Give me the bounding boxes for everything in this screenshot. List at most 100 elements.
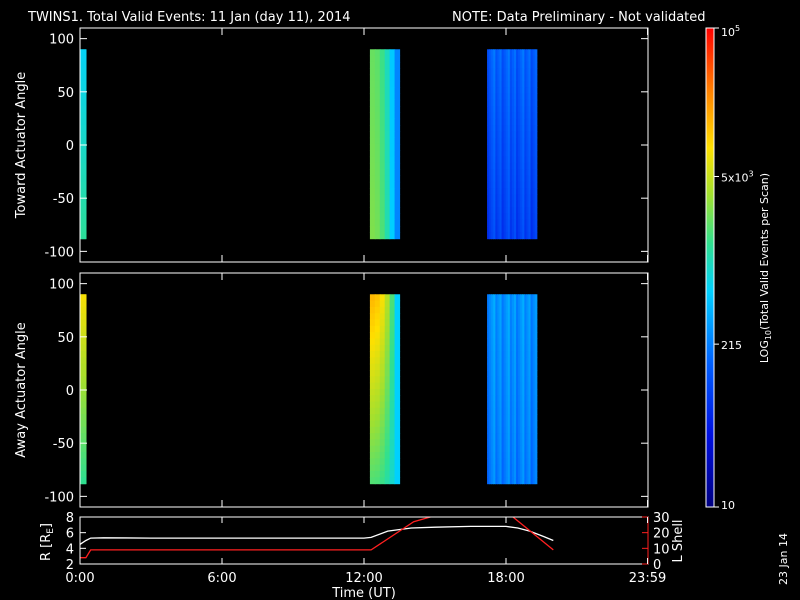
heatmap-cell xyxy=(528,169,532,177)
heatmap-cell xyxy=(83,388,86,396)
heatmap-cell xyxy=(501,169,505,177)
heatmap-cell xyxy=(389,357,396,365)
heatmap-cell xyxy=(394,363,401,371)
heatmap-cell xyxy=(491,80,494,88)
heatmap-cell xyxy=(520,225,523,233)
heatmap-cell xyxy=(528,74,532,82)
heatmap-cell xyxy=(379,439,386,447)
heatmap-cell xyxy=(80,181,82,189)
heatmap-cell xyxy=(509,452,513,459)
heatmap-cell xyxy=(503,370,507,377)
heatmap-cell xyxy=(80,150,82,158)
heatmap-cell xyxy=(499,363,503,371)
heatmap-cell xyxy=(511,118,515,126)
heatmap-cell xyxy=(505,319,509,327)
heatmap-cell xyxy=(528,306,532,314)
heatmap-cell xyxy=(80,420,83,428)
heatmap-cell xyxy=(507,351,511,358)
heatmap-cell xyxy=(80,87,83,95)
heatmap-cell xyxy=(507,388,511,396)
heatmap-cell xyxy=(509,200,513,208)
heatmap-cell xyxy=(507,188,511,196)
y-tick-label-right: 30 xyxy=(653,511,670,526)
heatmap-cell xyxy=(84,294,87,302)
heatmap-cell xyxy=(394,319,401,327)
heatmap-cell xyxy=(518,175,521,183)
heatmap-cell xyxy=(499,200,503,208)
heatmap-cell xyxy=(524,306,528,314)
heatmap-cell xyxy=(503,194,507,202)
heatmap-cell xyxy=(374,426,381,434)
heatmap-cell xyxy=(369,300,376,308)
heatmap-cell xyxy=(487,357,490,365)
heatmap-cell xyxy=(491,388,494,396)
heatmap-cell xyxy=(507,207,511,214)
heatmap-cell xyxy=(389,464,396,472)
heatmap-cell xyxy=(528,87,532,95)
heatmap-cell xyxy=(518,470,521,478)
heatmap-cell xyxy=(520,395,523,403)
heatmap-cell xyxy=(507,143,511,151)
heatmap-cell xyxy=(497,194,501,202)
heatmap-cell xyxy=(82,188,85,196)
heatmap-cell xyxy=(495,74,499,82)
heatmap-cell xyxy=(526,93,530,101)
heatmap-cell xyxy=(518,414,521,422)
heatmap-cell xyxy=(532,125,536,132)
heatmap-cell xyxy=(505,93,509,101)
heatmap-cell xyxy=(513,464,517,472)
heatmap-cell xyxy=(524,332,528,340)
heatmap-cell xyxy=(516,106,519,113)
heatmap-cell xyxy=(389,68,396,76)
heatmap-cell xyxy=(491,118,494,126)
heatmap-cell xyxy=(84,175,87,183)
heatmap-cell xyxy=(501,106,505,113)
heatmap-cell xyxy=(530,55,534,63)
heatmap-cell xyxy=(84,118,87,126)
heatmap-cell xyxy=(369,407,376,415)
heatmap-cell xyxy=(493,80,496,88)
heatmap-cell xyxy=(534,319,538,327)
heatmap-cell xyxy=(489,414,492,422)
heatmap-cell xyxy=(369,156,376,164)
heatmap-cell xyxy=(522,225,525,233)
heatmap-cell xyxy=(84,49,87,57)
heatmap-cell xyxy=(83,169,86,177)
heatmap-cell xyxy=(389,175,396,183)
heatmap-cell xyxy=(511,351,515,358)
heatmap-cell xyxy=(80,458,83,466)
heatmap-cell xyxy=(532,169,536,177)
heatmap-cell xyxy=(487,80,490,88)
heatmap-cell xyxy=(493,219,496,227)
heatmap-cell xyxy=(526,338,530,346)
heatmap-cell xyxy=(374,74,381,82)
heatmap-cell xyxy=(503,351,507,358)
heatmap-cell xyxy=(81,332,84,340)
heatmap-cell xyxy=(532,338,536,346)
heatmap-cell xyxy=(503,118,507,126)
heatmap-cell xyxy=(369,376,376,384)
heatmap-cell xyxy=(384,181,391,189)
heatmap-cell xyxy=(84,162,87,170)
heatmap-cell xyxy=(379,87,386,95)
heatmap-cell xyxy=(489,477,492,485)
heatmap-cell xyxy=(522,420,525,428)
heatmap-cell xyxy=(520,388,523,396)
heatmap-cell xyxy=(530,470,534,478)
heatmap-cell xyxy=(389,156,396,164)
heatmap-cell xyxy=(374,306,381,314)
heatmap-cell xyxy=(507,420,511,428)
heatmap-cell xyxy=(384,232,391,240)
heatmap-cell xyxy=(513,363,517,371)
heatmap-cell xyxy=(394,294,401,302)
heatmap-cell xyxy=(80,407,82,415)
heatmap-cell xyxy=(516,426,519,434)
heatmap-cell xyxy=(379,207,386,214)
heatmap-cell xyxy=(379,376,386,384)
heatmap-cell xyxy=(532,118,536,126)
heatmap-cell xyxy=(489,338,492,346)
heatmap-cell xyxy=(528,162,532,170)
heatmap-cell xyxy=(379,99,386,107)
heatmap-cell xyxy=(384,477,391,485)
heatmap-cell xyxy=(530,382,534,390)
